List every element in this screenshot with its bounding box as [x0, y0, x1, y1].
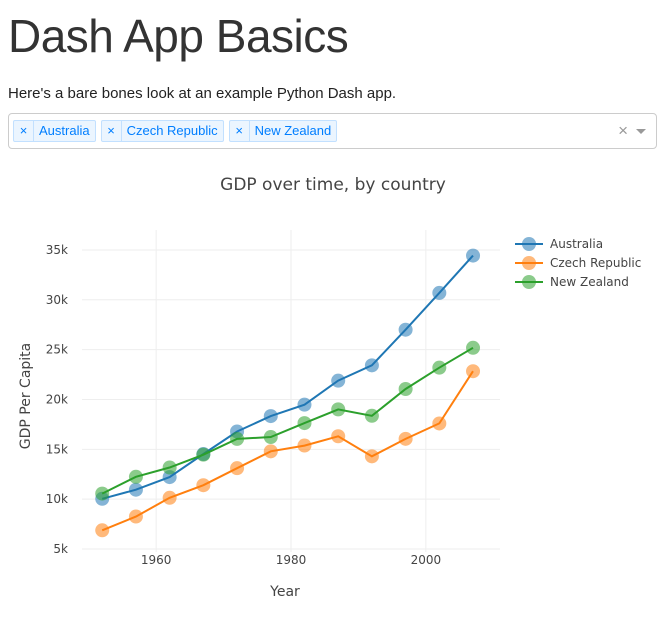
data-point-australia[interactable] [128, 482, 143, 497]
data-point-czech-republic[interactable] [263, 444, 278, 459]
data-point-new-zealand[interactable] [263, 430, 278, 445]
data-point-new-zealand[interactable] [196, 447, 211, 462]
data-point-czech-republic[interactable] [331, 429, 346, 444]
selected-chips: × Australia × Czech Republic × New Zeala… [13, 120, 338, 142]
data-point-australia[interactable] [398, 322, 413, 337]
series-line-new-zealand [101, 346, 474, 495]
data-point-australia[interactable] [263, 409, 278, 424]
x-tick-label: 1980 [276, 553, 307, 567]
legend-label-australia[interactable]: Australia [550, 237, 603, 251]
data-point-czech-republic[interactable] [95, 523, 110, 538]
data-point-australia[interactable] [297, 397, 312, 412]
chip-australia: × Australia [13, 120, 96, 142]
page-subtitle: Here's a bare bones look at an example P… [8, 85, 397, 102]
data-point-australia[interactable] [364, 358, 379, 373]
data-point-new-zealand[interactable] [331, 402, 346, 417]
x-axis-label: Year [269, 584, 300, 600]
series-line-czech-republic [101, 370, 474, 532]
y-tick-label: 20k [46, 392, 68, 406]
data-point-new-zealand[interactable] [432, 360, 447, 375]
data-point-new-zealand[interactable] [364, 408, 379, 423]
series-line-australia [101, 254, 474, 500]
legend-marker-new-zealand[interactable] [522, 275, 536, 289]
data-point-czech-republic[interactable] [230, 461, 245, 476]
clear-all-icon[interactable]: × [618, 121, 628, 140]
page-title: Dash App Basics [8, 10, 349, 62]
data-point-new-zealand[interactable] [297, 416, 312, 431]
data-point-czech-republic[interactable] [162, 490, 177, 505]
data-point-new-zealand[interactable] [230, 431, 245, 446]
chip-czech-republic: × Czech Republic [100, 120, 224, 142]
chart-title: GDP over time, by country [220, 175, 446, 195]
legend-label-new-zealand[interactable]: New Zealand [550, 275, 629, 289]
remove-czech-republic-icon[interactable]: × [102, 121, 122, 141]
data-point-australia[interactable] [466, 248, 481, 263]
data-point-czech-republic[interactable] [196, 478, 211, 493]
data-point-czech-republic[interactable] [398, 431, 413, 446]
data-point-czech-republic[interactable] [364, 449, 379, 464]
data-point-new-zealand[interactable] [398, 382, 413, 397]
gdp-chart: GDP over time, by country 5k 10k 15k 20k 25k 3… [18, 175, 641, 600]
data-point-czech-republic[interactable] [432, 416, 447, 431]
chip-label-czech-republic: Czech Republic [126, 123, 218, 138]
y-tick-label: 15k [46, 442, 68, 456]
y-axis-label: GDP Per Capita [18, 343, 34, 449]
x-tick-label: 2000 [411, 553, 442, 567]
y-tick-label: 5k [53, 542, 68, 556]
chevron-down-icon[interactable] [636, 129, 646, 134]
data-point-czech-republic[interactable] [466, 364, 481, 379]
data-point-new-zealand[interactable] [95, 486, 110, 501]
remove-new-zealand-icon[interactable]: × [230, 121, 250, 141]
remove-australia-icon[interactable]: × [14, 121, 34, 141]
data-point-czech-republic[interactable] [128, 509, 143, 524]
data-point-australia[interactable] [432, 285, 447, 300]
data-point-new-zealand[interactable] [128, 469, 143, 484]
legend-marker-australia[interactable] [522, 237, 536, 251]
legend-label-czech-republic[interactable]: Czech Republic [550, 256, 641, 270]
country-dropdown[interactable]: × Australia × Czech Republic × New Zeala… [8, 113, 657, 149]
x-tick-label: 1960 [141, 553, 172, 567]
data-point-australia[interactable] [331, 373, 346, 388]
chip-label-australia: Australia [39, 123, 90, 138]
data-point-new-zealand[interactable] [162, 460, 177, 475]
data-point-new-zealand[interactable] [466, 340, 481, 355]
y-tick-label: 35k [46, 243, 68, 257]
chip-new-zealand: × New Zealand [228, 120, 338, 142]
chip-label-new-zealand: New Zealand [254, 123, 332, 138]
y-tick-label: 25k [46, 343, 68, 357]
data-point-czech-republic[interactable] [297, 438, 312, 453]
y-tick-label: 10k [46, 492, 68, 506]
y-tick-label: 30k [46, 293, 68, 307]
legend-marker-czech-republic[interactable] [522, 256, 536, 270]
